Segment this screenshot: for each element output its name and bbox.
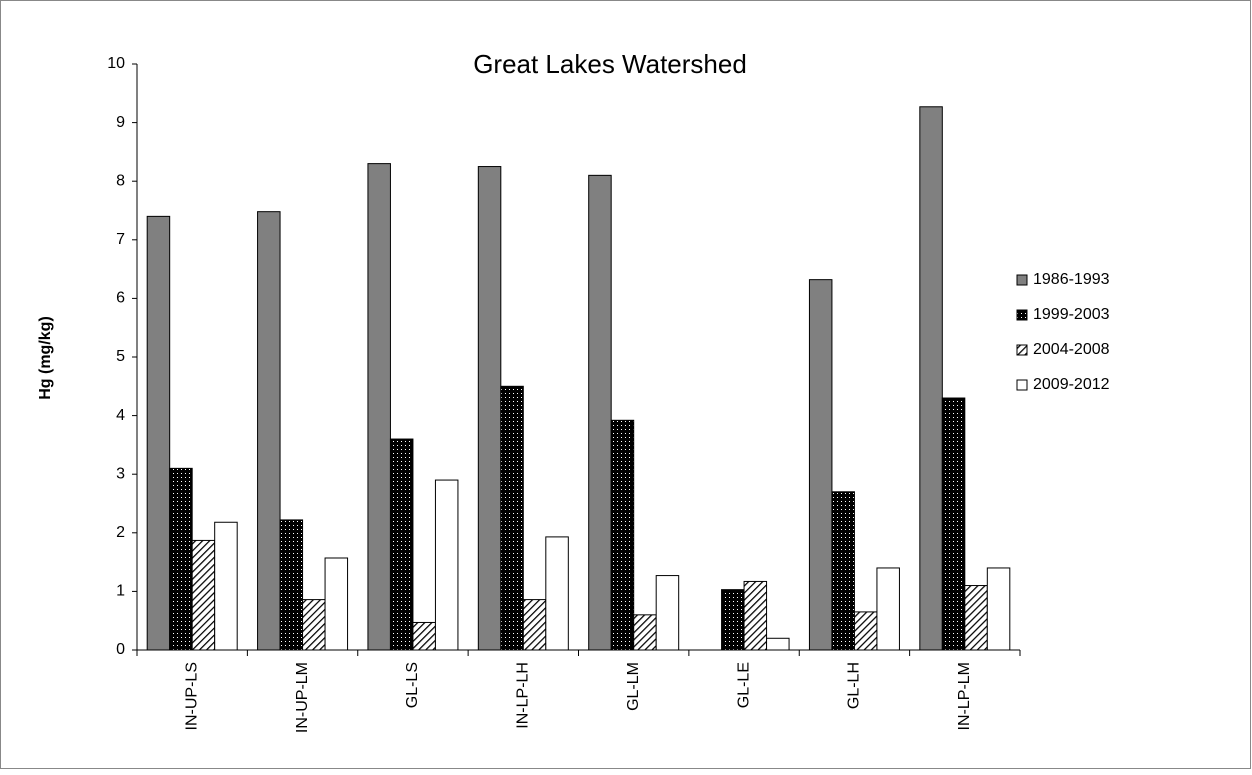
y-tick-label: 4: [116, 407, 125, 424]
y-tick-label: 3: [116, 465, 125, 482]
legend-swatch: [1016, 379, 1028, 391]
y-axis-label: Hg (mg/kg): [37, 316, 54, 400]
bar: [655, 575, 680, 651]
bar: [191, 539, 216, 651]
bar: [721, 589, 745, 651]
bar: [545, 536, 569, 651]
bar: [941, 397, 966, 651]
legend-label: 2009-2012: [1033, 376, 1110, 393]
chart-title: Great Lakes Watershed: [473, 49, 747, 79]
bar: [876, 567, 900, 651]
x-tick-label: GL-LH: [846, 662, 863, 709]
bar: [919, 106, 943, 651]
bar: [302, 599, 326, 651]
y-tick-label: 0: [116, 641, 125, 658]
bar: [853, 611, 878, 651]
bar: [522, 599, 547, 651]
bar: [633, 614, 657, 651]
y-tick-label: 8: [116, 172, 125, 189]
x-tick-label: IN-UP-LS: [183, 662, 200, 730]
y-tick-label: 5: [116, 348, 125, 365]
y-tick-label: 7: [116, 231, 125, 248]
bar: [588, 174, 612, 651]
bar: [367, 163, 391, 651]
bar: [766, 637, 790, 651]
legend-label: 1986-1993: [1033, 271, 1110, 288]
bar: [146, 215, 171, 651]
bar: [743, 580, 768, 651]
bar: [434, 479, 459, 651]
bar: [279, 519, 304, 651]
bar: [610, 419, 635, 651]
y-tick-label: 10: [107, 55, 125, 72]
bar: [389, 438, 414, 651]
x-tick-label: IN-UP-LM: [294, 662, 311, 733]
legend-label: 1999-2003: [1033, 306, 1110, 323]
legend-swatch: [1016, 309, 1028, 321]
bar: [257, 211, 281, 651]
legend-swatch: [1016, 274, 1028, 286]
y-tick-label: 1: [116, 583, 125, 600]
x-tick-label: GL-LS: [404, 662, 421, 708]
bar: [324, 557, 349, 651]
bar: [831, 491, 855, 651]
x-tick-label: GL-LM: [625, 662, 642, 711]
y-tick-label: 6: [116, 290, 125, 307]
x-tick-label: IN-LP-LM: [956, 662, 973, 730]
legend-label: 2004-2008: [1033, 341, 1110, 358]
bar: [169, 467, 193, 651]
y-tick-label: 9: [116, 114, 125, 131]
bar: [986, 567, 1011, 651]
bar: [412, 621, 436, 651]
bar: [477, 166, 502, 651]
x-tick-label: GL-LE: [735, 662, 752, 708]
legend-swatch: [1016, 344, 1028, 356]
bar: [500, 385, 524, 651]
bar: [964, 585, 988, 651]
bar: [808, 279, 833, 651]
y-tick-label: 2: [116, 524, 125, 541]
bar: [214, 521, 238, 651]
x-tick-label: IN-LP-LH: [515, 662, 532, 729]
